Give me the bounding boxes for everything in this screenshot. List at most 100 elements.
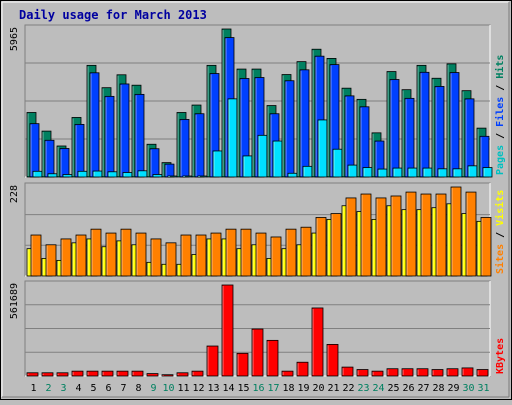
x-tick-label-7: 7 <box>120 383 126 394</box>
legend-item-visits: Visits <box>494 190 506 226</box>
bar-kbytes-day-24 <box>371 370 384 377</box>
bar-kbytes-day-21 <box>326 344 339 377</box>
bar-kbytes-day-16 <box>251 328 264 377</box>
bar-kbytes-day-4 <box>71 370 84 377</box>
legend-separator: / <box>495 79 506 97</box>
bar-sites-day-20 <box>315 217 327 277</box>
bar-sites-day-11 <box>180 234 192 277</box>
bar-kbytes-day-8 <box>131 370 144 377</box>
bar-sites-day-25 <box>390 195 402 277</box>
x-tick-label-29: 29 <box>447 383 459 394</box>
x-tick-label-4: 4 <box>75 383 81 394</box>
bar-kbytes-day-20 <box>311 307 324 377</box>
bar-sites-day-5 <box>90 228 102 277</box>
bar-sites-day-8 <box>135 232 147 277</box>
bar-kbytes-day-10 <box>161 374 174 377</box>
x-tick-label-25: 25 <box>387 383 399 394</box>
bar-kbytes-day-29 <box>446 368 459 377</box>
bar-kbytes-day-19 <box>296 361 309 377</box>
bar-kbytes-day-27 <box>416 368 429 377</box>
bar-kbytes-day-1 <box>26 372 39 377</box>
x-tick-label-5: 5 <box>90 383 96 394</box>
bar-sites-day-23 <box>360 193 372 277</box>
legend-separator: / <box>495 226 506 244</box>
bar-sites-day-2 <box>45 244 57 277</box>
x-tick-label-3: 3 <box>60 383 66 394</box>
bar-kbytes-day-14 <box>221 284 234 377</box>
bar-sites-day-31 <box>480 217 492 277</box>
x-tick-label-14: 14 <box>222 383 234 394</box>
legend-hits-files-pages: Pages / Files / Hits <box>494 55 506 175</box>
x-tick-label-23: 23 <box>357 383 369 394</box>
x-tick-label-9: 9 <box>150 383 156 394</box>
bar-kbytes-day-18 <box>281 370 294 377</box>
chart-title: Daily usage for March 2013 <box>19 8 207 22</box>
bar-sites-day-1 <box>30 234 42 277</box>
x-tick-label-8: 8 <box>135 383 141 394</box>
legend-item-kbytes: KBytes <box>495 338 506 374</box>
bar-sites-day-9 <box>150 238 162 277</box>
x-tick-label-30: 30 <box>462 383 474 394</box>
legend-item-files: Files <box>494 97 506 127</box>
x-tick-label-22: 22 <box>342 383 354 394</box>
bar-sites-day-27 <box>420 193 432 277</box>
bar-sites-day-18 <box>285 228 297 277</box>
bar-sites-day-4 <box>75 234 87 277</box>
bar-sites-day-10 <box>165 242 177 277</box>
bar-kbytes-day-9 <box>146 373 159 377</box>
bar-kbytes-day-22 <box>341 366 354 377</box>
bar-kbytes-day-17 <box>266 339 279 377</box>
bar-sites-day-13 <box>210 232 222 277</box>
legend-item-hits: Hits <box>494 55 506 79</box>
bar-sites-day-17 <box>270 236 282 277</box>
x-tick-label-11: 11 <box>177 383 189 394</box>
x-tick-label-21: 21 <box>327 383 339 394</box>
bar-kbytes-day-2 <box>41 372 54 377</box>
bar-kbytes-day-12 <box>191 370 204 377</box>
bar-sites-day-24 <box>375 197 387 277</box>
bar-kbytes-day-5 <box>86 370 99 377</box>
bar-sites-day-22 <box>345 197 357 277</box>
legend-kbytes: KBytes <box>495 338 506 374</box>
x-tick-label-27: 27 <box>417 383 429 394</box>
bar-sites-day-6 <box>105 232 117 277</box>
bar-kbytes-day-23 <box>356 369 369 377</box>
bar-kbytes-day-25 <box>386 368 399 377</box>
legend-item-pages: Pages <box>495 145 506 175</box>
bar-kbytes-day-11 <box>176 372 189 377</box>
bar-sites-day-30 <box>465 191 477 277</box>
bar-kbytes-day-3 <box>56 372 69 377</box>
bar-sites-day-15 <box>240 228 252 277</box>
legend-separator: / <box>495 127 506 145</box>
ymax-label-visits-sites: 228 <box>9 185 20 203</box>
bar-sites-day-29 <box>450 186 462 277</box>
bar-kbytes-day-31 <box>476 369 489 377</box>
bar-sites-day-26 <box>405 191 417 277</box>
x-tick-label-31: 31 <box>477 383 489 394</box>
ymax-label-kbytes: 561689 <box>9 283 20 319</box>
bar-kbytes-day-28 <box>431 369 444 377</box>
x-tick-label-24: 24 <box>372 383 384 394</box>
legend-visits-sites: Sites / Visits <box>494 190 506 274</box>
bar-kbytes-day-26 <box>401 368 414 377</box>
x-tick-label-12: 12 <box>192 383 204 394</box>
x-tick-label-19: 19 <box>297 383 309 394</box>
x-tick-label-18: 18 <box>282 383 294 394</box>
x-tick-label-13: 13 <box>207 383 219 394</box>
ymax-label-hits-files-pages: 5965 <box>9 27 20 51</box>
x-tick-label-16: 16 <box>252 383 264 394</box>
bar-kbytes-day-6 <box>101 370 114 377</box>
legend-item-sites: Sites <box>494 244 506 274</box>
bar-sites-day-3 <box>60 238 72 277</box>
x-tick-label-1: 1 <box>30 383 36 394</box>
bar-kbytes-day-13 <box>206 345 219 377</box>
bar-sites-day-16 <box>255 232 267 277</box>
bar-sites-day-7 <box>120 228 132 277</box>
bar-pages-day-31 <box>482 167 493 178</box>
bar-kbytes-day-30 <box>461 367 474 377</box>
x-tick-label-15: 15 <box>237 383 249 394</box>
x-tick-label-10: 10 <box>162 383 174 394</box>
x-tick-label-28: 28 <box>432 383 444 394</box>
bar-kbytes-day-15 <box>236 352 249 377</box>
